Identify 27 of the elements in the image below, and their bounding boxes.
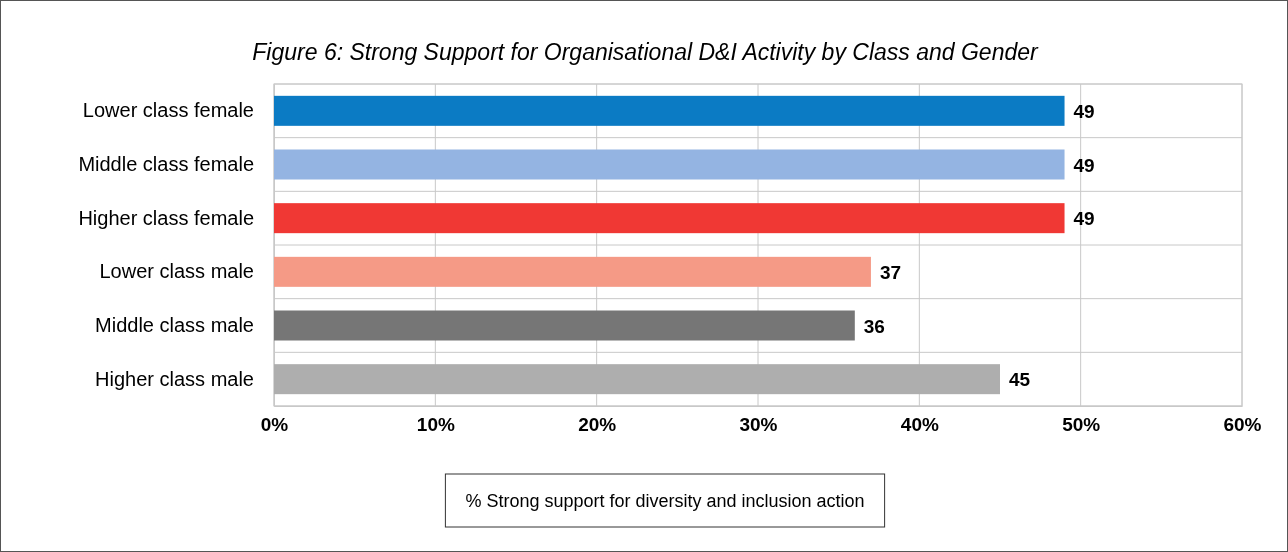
bar: [274, 203, 1065, 234]
y-tick-label: Higher class male: [95, 367, 254, 390]
bar: [274, 149, 1065, 180]
data-label: 45: [1009, 369, 1031, 391]
y-tick-label: Middle class male: [95, 313, 254, 336]
x-tick-label: 60%: [1223, 414, 1262, 436]
x-tick-label: 0%: [260, 414, 289, 436]
data-label: 37: [879, 261, 902, 283]
data-label: 49: [1073, 208, 1095, 230]
y-tick-label: Lower class male: [99, 260, 254, 283]
x-tick-label: 50%: [1062, 414, 1101, 436]
bar: [274, 364, 1000, 395]
y-tick-label: Lower class female: [82, 99, 254, 122]
y-tick-label: Middle class female: [78, 152, 254, 175]
x-tick-label: 30%: [739, 414, 778, 436]
data-label: 49: [1073, 100, 1095, 122]
x-tick-label: 40%: [900, 414, 939, 436]
x-tick-label: 20%: [578, 414, 617, 436]
bar: [274, 310, 855, 341]
y-tick-label: Higher class female: [78, 206, 254, 229]
x-tick-label: 10%: [416, 414, 455, 436]
bar: [274, 256, 871, 287]
bar: [274, 95, 1065, 126]
text: % Strong support for diversity and inclusion action: [465, 491, 865, 511]
chart-title: Figure 6: Strong Support for Organisational D&I Activity by Class and Gender: [252, 39, 1040, 65]
data-label: 36: [863, 315, 885, 337]
data-label: 49: [1073, 154, 1095, 176]
